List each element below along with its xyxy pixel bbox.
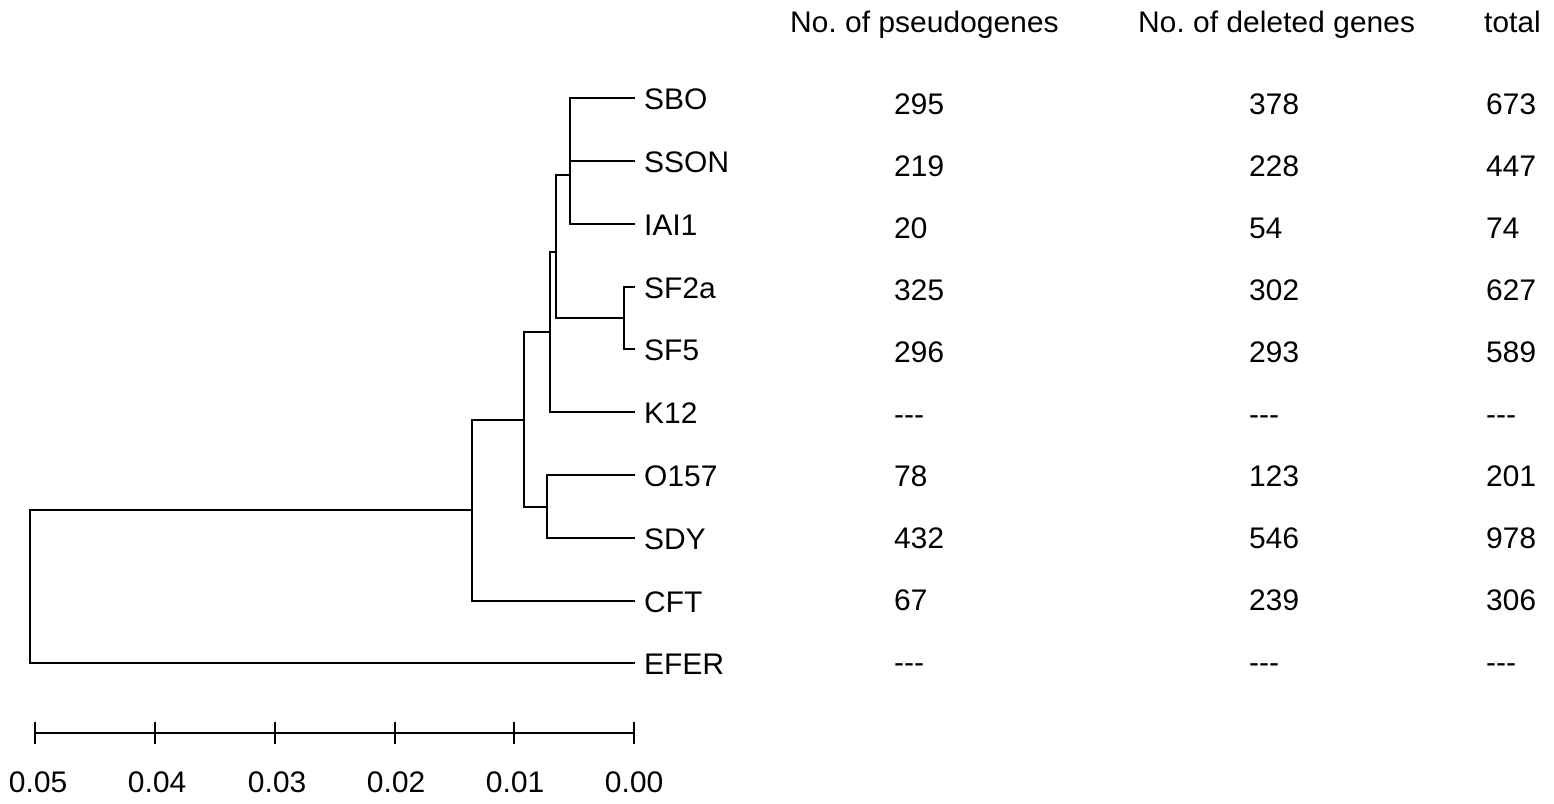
taxon-label: SF5: [644, 334, 699, 367]
total-value: ---: [1486, 398, 1516, 431]
deleted-genes-value: 546: [1249, 522, 1299, 555]
taxon-label: SSON: [644, 146, 729, 179]
data-rows: SBO 295 378 673 SSON 219 228 447 IAI1 20…: [644, 83, 1536, 681]
pseudogenes-value: 296: [894, 336, 944, 369]
deleted-genes-value: 378: [1249, 88, 1299, 121]
deleted-genes-value: 293: [1249, 336, 1299, 369]
total-value: 447: [1486, 150, 1536, 183]
scale-bar: 0.05 0.04 0.03 0.02 0.01 0.00: [9, 722, 663, 799]
pseudogenes-value: 219: [894, 150, 944, 183]
deleted-genes-value: ---: [1249, 398, 1279, 431]
taxon-label: SF2a: [644, 272, 716, 305]
table-headers: No. of pseudogenes No. of deleted genes …: [790, 6, 1541, 39]
deleted-genes-value: ---: [1249, 646, 1279, 679]
pseudogenes-value: 295: [894, 88, 944, 121]
pseudogenes-value: 67: [894, 584, 927, 617]
pseudogenes-value: 325: [894, 274, 944, 307]
scale-tick-label: 0.02: [367, 766, 425, 799]
total-value: 201: [1486, 460, 1536, 493]
total-value: 978: [1486, 522, 1536, 555]
taxon-label: CFT: [644, 586, 702, 619]
total-value: 673: [1486, 88, 1536, 121]
header-total: total: [1484, 6, 1541, 39]
deleted-genes-value: 123: [1249, 460, 1299, 493]
deleted-genes-value: 302: [1249, 274, 1299, 307]
taxon-label: K12: [644, 397, 697, 430]
total-value: 74: [1486, 212, 1519, 245]
header-deleted-genes: No. of deleted genes: [1138, 6, 1415, 39]
scale-tick-label: 0.00: [605, 766, 663, 799]
taxon-label: IAI1: [644, 209, 697, 242]
scale-tick-label: 0.01: [486, 766, 544, 799]
taxon-label: EFER: [644, 648, 724, 681]
deleted-genes-value: 239: [1249, 584, 1299, 617]
header-pseudogenes: No. of pseudogenes: [790, 6, 1059, 39]
pseudogenes-value: 20: [894, 212, 927, 245]
pseudogenes-value: ---: [894, 398, 924, 431]
pseudogenes-value: ---: [894, 646, 924, 679]
pseudogenes-value: 432: [894, 522, 944, 555]
tree-branches: [29, 97, 635, 664]
total-value: 589: [1486, 336, 1536, 369]
scale-tick-label: 0.03: [248, 766, 306, 799]
taxon-label: O157: [644, 460, 717, 493]
total-value: 306: [1486, 584, 1536, 617]
scale-tick-label: 0.05: [9, 766, 67, 799]
total-value: ---: [1486, 646, 1516, 679]
deleted-genes-value: 228: [1249, 150, 1299, 183]
pseudogenes-value: 78: [894, 460, 927, 493]
taxon-label: SBO: [644, 83, 707, 116]
deleted-genes-value: 54: [1249, 212, 1282, 245]
total-value: 627: [1486, 274, 1536, 307]
taxon-label: SDY: [644, 523, 706, 556]
scale-tick-label: 0.04: [128, 766, 186, 799]
